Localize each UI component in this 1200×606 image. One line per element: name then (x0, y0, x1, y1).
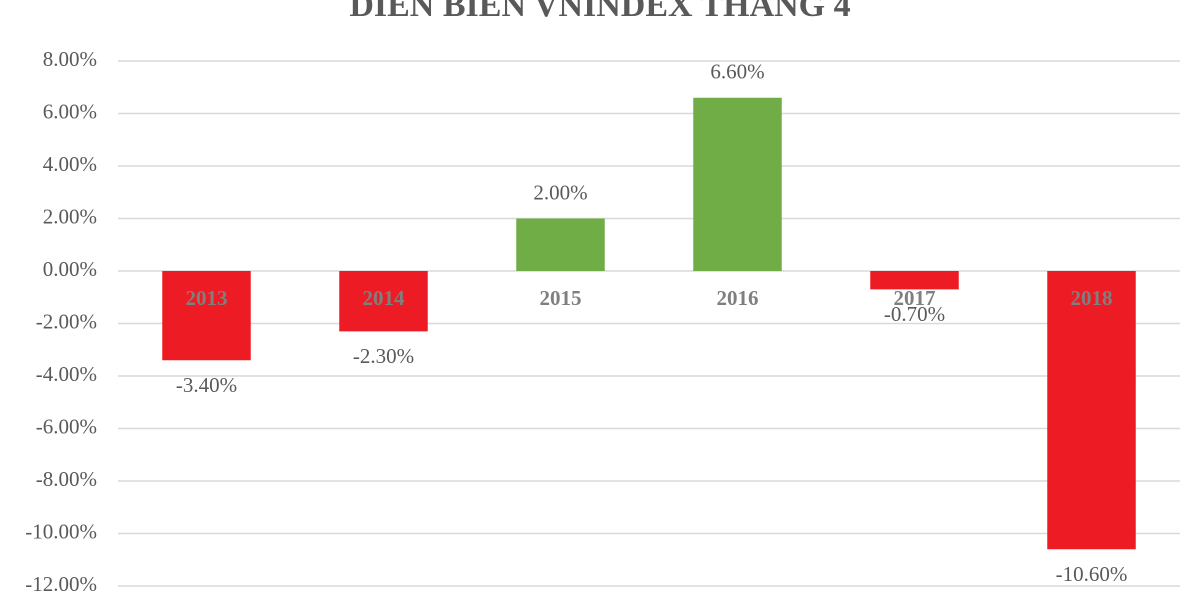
bar (1047, 271, 1136, 550)
x-tick-label: 2014 (363, 286, 406, 310)
value-label: -2.30% (353, 344, 414, 368)
x-tick-label: 2017 (894, 286, 936, 310)
x-tick-label: 2013 (186, 286, 228, 310)
y-tick-label: 2.00% (43, 204, 97, 228)
value-label: 6.60% (710, 60, 764, 84)
bar (516, 218, 605, 271)
y-tick-label: -4.00% (36, 362, 97, 386)
bar (339, 271, 428, 332)
y-tick-label: 6.00% (43, 99, 97, 123)
y-tick-label: -6.00% (36, 414, 97, 438)
y-tick-label: -2.00% (36, 309, 97, 333)
chart-title: DIỄN BIẾN VNINDEX THÁNG 4 (349, 0, 850, 24)
y-tick-label: 0.00% (43, 257, 97, 281)
y-tick-label: -12.00% (25, 572, 97, 596)
value-label: -3.40% (176, 373, 237, 397)
value-label: 2.00% (533, 180, 587, 204)
bar (162, 271, 251, 361)
y-tick-label: -10.00% (25, 519, 97, 543)
value-label: -10.60% (1056, 562, 1128, 586)
y-tick-label: 8.00% (43, 47, 97, 71)
x-tick-label: 2015 (540, 286, 582, 310)
value-label: -0.70% (884, 302, 945, 326)
bar (693, 97, 782, 271)
x-tick-label: 2018 (1071, 286, 1113, 310)
x-tick-label: 2016 (717, 286, 759, 310)
y-tick-label: 4.00% (43, 152, 97, 176)
y-tick-label: -8.00% (36, 467, 97, 491)
bar (870, 271, 959, 290)
